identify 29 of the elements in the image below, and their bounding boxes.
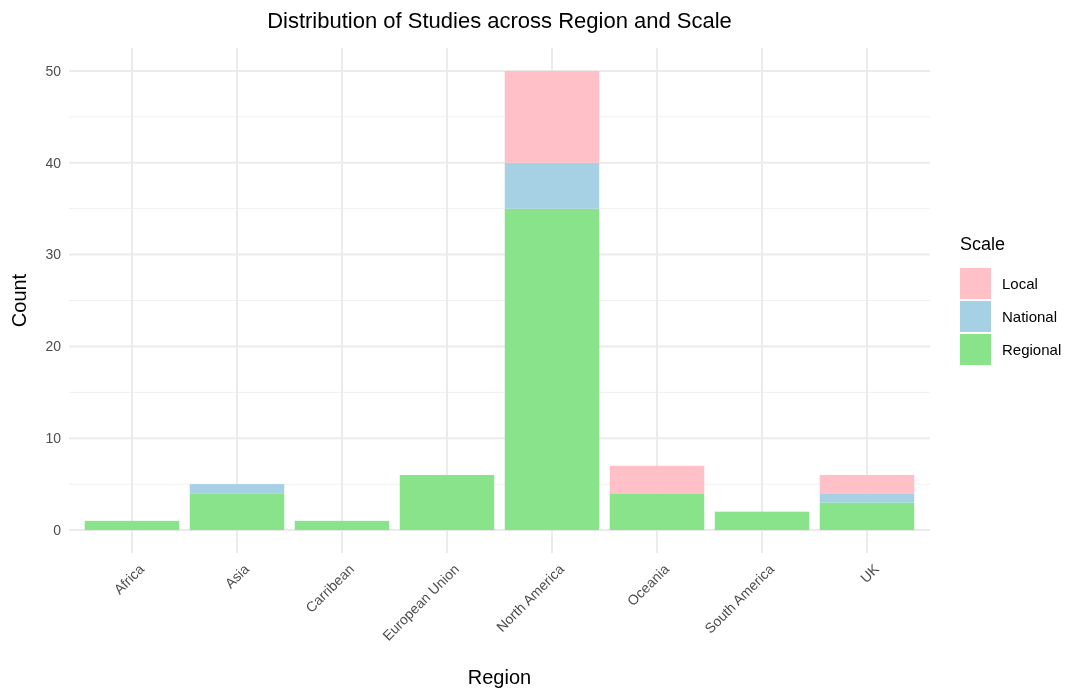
x-tick-label: Asia [221, 560, 253, 592]
y-tick-label: 40 [45, 154, 62, 171]
bar [504, 208, 600, 531]
bar [714, 511, 810, 531]
legend-title: Scale [960, 234, 1006, 254]
bar [819, 502, 915, 531]
y-tick-label: 20 [45, 338, 62, 355]
x-axis-title: Region [467, 666, 532, 688]
bar [609, 493, 705, 531]
bar [84, 520, 180, 531]
y-tick-label: 30 [45, 246, 62, 263]
y-axis-title: Count [8, 273, 30, 328]
bar [819, 474, 915, 494]
x-tick-label: UK [856, 560, 883, 586]
bar [189, 493, 285, 531]
bar [609, 465, 705, 494]
y-tick-label: 0 [53, 521, 62, 538]
bar [504, 162, 600, 209]
legend-label: Regional [1002, 341, 1062, 359]
legend-label: Local [1002, 275, 1038, 293]
bar [504, 70, 600, 163]
bar [294, 520, 390, 531]
legend-label: National [1002, 308, 1058, 326]
bar [189, 484, 285, 494]
y-tick-label: 50 [45, 62, 62, 79]
bar [399, 474, 495, 531]
bar [819, 493, 915, 503]
y-tick-label: 10 [45, 430, 62, 447]
chart-title: Distribution of Studies across Region and Scale [267, 8, 732, 33]
